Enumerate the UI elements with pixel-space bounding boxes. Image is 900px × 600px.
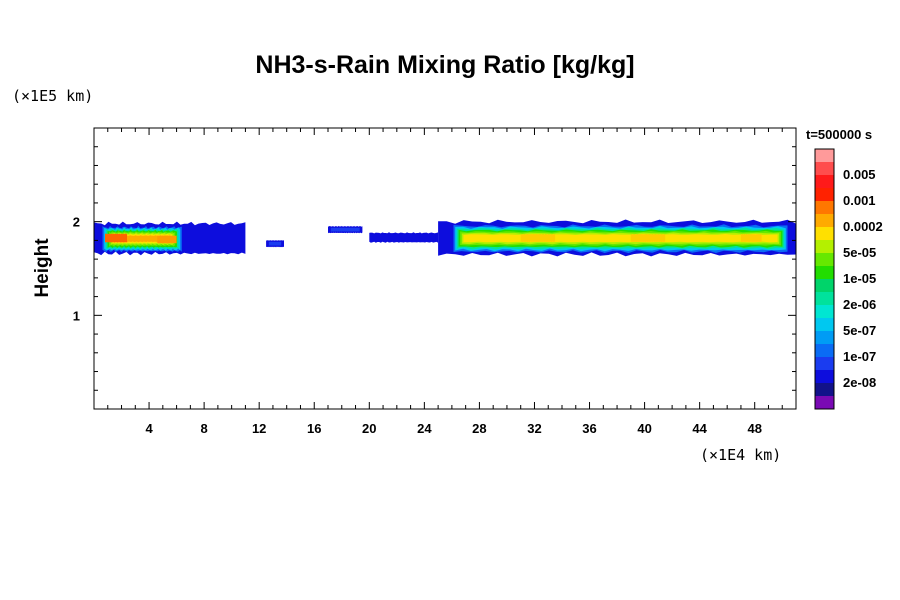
colorbar-segment xyxy=(815,162,834,176)
data-contour xyxy=(372,233,436,242)
colorbar-segment xyxy=(815,292,834,306)
y-tick-label: 1 xyxy=(73,308,80,323)
data-peak xyxy=(520,233,556,243)
colorbar-segment xyxy=(815,253,834,267)
colorbar-segment xyxy=(815,240,834,254)
data-contour xyxy=(463,234,778,243)
x-tick-label: 20 xyxy=(362,421,376,436)
colorbar-segment xyxy=(815,331,834,345)
x-unit-label: (×1E4 km) xyxy=(700,446,781,464)
colorbar-segment xyxy=(815,188,834,202)
colorbar-segment xyxy=(815,201,834,215)
colorbar-segment xyxy=(815,279,834,293)
colorbar-label: 5e-05 xyxy=(843,245,876,260)
data-contour xyxy=(268,241,282,246)
colorbar-segment xyxy=(815,227,834,241)
colorbar-segment xyxy=(815,214,834,228)
colorbar-label: 0.0002 xyxy=(843,219,883,234)
y-axis-label: Height xyxy=(32,238,53,298)
colorbar-segment xyxy=(815,175,834,189)
colorbar-segment xyxy=(815,357,834,371)
x-tick-label: 28 xyxy=(472,421,486,436)
colorbar-label: 0.001 xyxy=(843,193,876,208)
data-peak xyxy=(157,235,177,244)
x-tick-label: 16 xyxy=(307,421,321,436)
colorbar-label: 2e-08 xyxy=(843,375,876,390)
x-tick-label: 48 xyxy=(747,421,761,436)
colorbar-label: 2e-06 xyxy=(843,297,876,312)
colorbar-segment xyxy=(815,370,834,384)
data-peak xyxy=(630,233,666,243)
x-tick-label: 8 xyxy=(201,421,208,436)
colorbar-label: 1e-07 xyxy=(843,349,876,364)
plot-area xyxy=(94,219,796,257)
x-tick-label: 32 xyxy=(527,421,541,436)
colorbar-segment xyxy=(815,266,834,280)
data-contour xyxy=(330,227,360,232)
chart-title: NH3-s-Rain Mixing Ratio [kg/kg] xyxy=(255,51,634,79)
y-tick-label: 2 xyxy=(73,215,80,230)
colorbar-label: 0.005 xyxy=(843,167,876,182)
time-label: t=500000 s xyxy=(806,127,872,142)
x-tick-label: 40 xyxy=(637,421,651,436)
x-tick-label: 4 xyxy=(145,421,153,436)
colorbar-label: 1e-05 xyxy=(843,271,876,286)
colorbar-segment xyxy=(815,305,834,319)
colorbar: 0.005 0.001 0.0002 5e-05 1e-05 2e-06 5e-07 1e-0… xyxy=(814,148,883,410)
colorbar-label: 5e-07 xyxy=(843,323,876,338)
colorbar-segment xyxy=(815,318,834,332)
x-tick-label: 12 xyxy=(252,421,266,436)
colorbar-segment xyxy=(815,396,834,410)
plot-frame xyxy=(93,127,797,410)
colorbar-segment xyxy=(815,149,834,163)
x-tick-label: 24 xyxy=(417,421,432,436)
data-peak xyxy=(105,233,127,243)
data-contour xyxy=(114,235,171,243)
colorbar-segment xyxy=(815,344,834,358)
colorbar-frame xyxy=(814,148,835,410)
data-peak xyxy=(740,233,762,243)
colorbar-segment xyxy=(815,383,834,397)
x-tick-label: 44 xyxy=(692,421,707,436)
y-unit-label: (×1E5 km) xyxy=(12,87,93,105)
x-tick-label: 36 xyxy=(582,421,596,436)
